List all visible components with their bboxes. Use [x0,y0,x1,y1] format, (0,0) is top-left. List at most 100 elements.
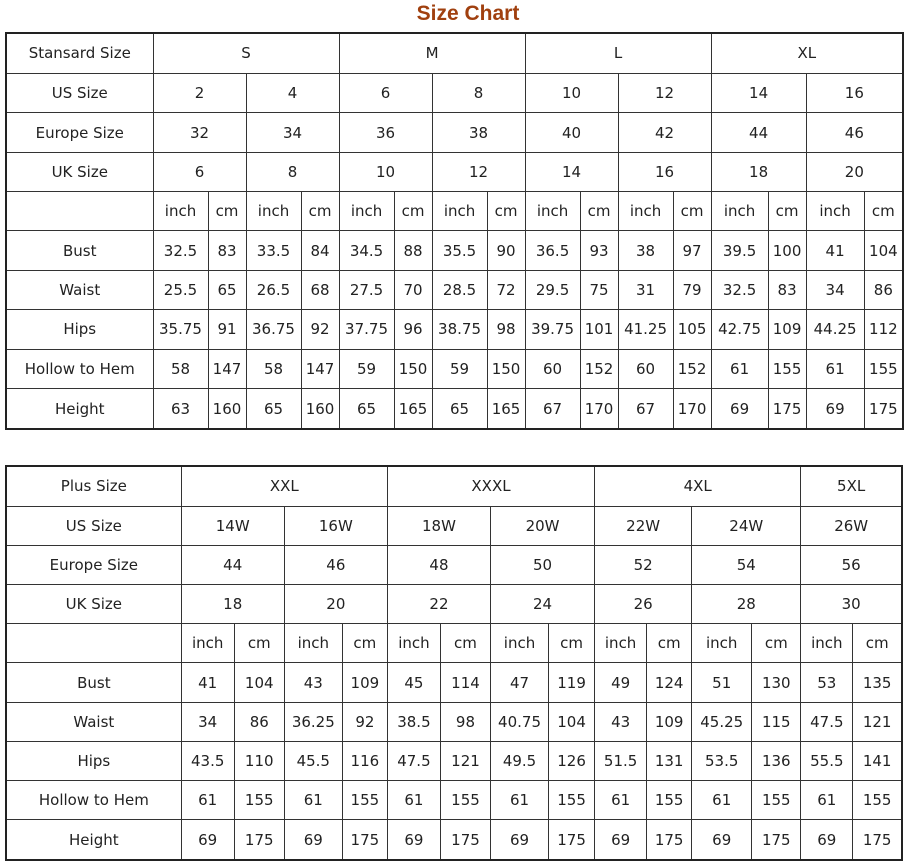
size-value: 24 [489,584,596,625]
row-label: Waist [5,269,154,311]
measurement-value: 69 [800,819,854,861]
unit-cm: cm [672,191,712,232]
measurement-value: 28.5 [431,269,488,311]
measurement-value: 115 [751,701,802,742]
size-value: 42 [617,112,712,153]
measurement-value: 32.5 [152,230,209,271]
size-value: 54 [691,544,802,586]
size-group-xxxl: XXXL [386,465,596,507]
size-value: 52 [594,544,693,586]
size-value: 18 [710,151,807,193]
measurement-value: 152 [579,348,619,390]
size-value: 38 [431,112,526,153]
measurement-value: 61 [710,348,769,390]
measurement-value: 39.5 [710,230,769,271]
size-value: 14 [710,72,807,114]
measurement-value: 75 [579,269,619,311]
measurement-value: 37.75 [338,309,395,350]
size-group-xxl: XXL [180,465,388,507]
row-label: US Size [5,72,154,114]
measurement-value: 92 [341,701,388,742]
measurement-value: 67 [524,388,581,430]
size-value: 12 [431,151,526,193]
size-value: 40 [524,112,619,153]
blank-cell [5,623,182,664]
measurement-value: 175 [751,819,802,861]
measurement-value: 97 [672,230,712,271]
measurement-value: 93 [579,230,619,271]
measurement-value: 65 [245,388,302,430]
measurement-value: 43 [594,701,648,742]
measurement-value: 141 [852,740,903,782]
measurement-value: 70 [393,269,433,311]
unit-row: inch cm inch cm inch cm inch cm inch cm inch cm inch… [5,191,904,232]
measurement-value: 45 [386,662,441,703]
measurement-value: 36.5 [524,230,581,271]
measurement-value: 61 [386,780,441,821]
unit-inch: inch [180,623,235,664]
size-value: 10 [524,72,619,114]
measurement-value: 155 [548,780,596,821]
unit-inch: inch [245,191,302,232]
measurement-value: 58 [245,348,302,390]
unit-inch: inch [524,191,581,232]
measurement-value: 35.75 [152,309,209,350]
size-value: 16 [617,151,712,193]
measurement-value: 155 [646,780,693,821]
measurement-value: 61 [805,348,865,390]
unit-cm: cm [852,623,903,664]
measurement-value: 155 [751,780,802,821]
measurement-value: 51.5 [594,740,648,782]
unit-cm: cm [646,623,693,664]
blank-cell [5,191,154,232]
size-value: 18W [386,505,492,546]
measurement-value: 55.5 [800,740,854,782]
row-label: Hollow to Hem [5,348,154,390]
measurement-value: 175 [548,819,596,861]
measurement-value: 84 [300,230,340,271]
measurement-value: 25.5 [152,269,209,311]
measurement-value: 155 [863,348,904,390]
size-value: 56 [800,544,903,586]
measurement-value: 69 [594,819,648,861]
size-value: 50 [489,544,596,586]
unit-inch: inch [594,623,648,664]
measurement-value: 124 [646,662,693,703]
size-value: 44 [710,112,807,153]
unit-inch: inch [617,191,674,232]
measurement-row: Hollow to Hem 58 147 58 147 59 150 59 150 60 152 60… [5,348,904,390]
size-group-5xl: 5XL [800,465,903,507]
row-label: Hips [5,740,182,782]
measurement-value: 105 [672,309,712,350]
row-label: Hollow to Hem [5,780,182,821]
measurement-row: Bust 41 104 43 109 45 114 47 119 49 124 51 130 53 135 [5,662,903,703]
size-value: 8 [245,151,340,193]
measurement-value: 53.5 [691,740,753,782]
measurement-value: 61 [594,780,648,821]
measurement-value: 90 [486,230,526,271]
measurement-value: 104 [863,230,904,271]
measurement-value: 72 [486,269,526,311]
measurement-value: 34 [180,701,235,742]
measurement-value: 40.75 [489,701,550,742]
measurement-value: 69 [710,388,769,430]
measurement-value: 36.25 [283,701,343,742]
unit-inch: inch [800,623,854,664]
measurement-value: 86 [863,269,904,311]
unit-inch: inch [386,623,441,664]
size-value: 20 [283,584,388,625]
measurement-value: 88 [393,230,433,271]
size-value: 10 [338,151,433,193]
measurement-row: Hips 43.5 110 45.5 116 47.5 121 49.5 126 51.5 131 5… [5,740,903,782]
measurement-value: 39.75 [524,309,581,350]
size-row: US Size 2 4 6 8 10 12 14 16 [5,72,904,114]
measurement-value: 165 [486,388,526,430]
unit-row: inch cm inch cm inch cm inch cm inch cm inch cm inch… [5,623,903,664]
size-row: Europe Size 44 46 48 50 52 54 56 [5,544,903,586]
measurement-value: 65 [431,388,488,430]
row-label: Hips [5,309,154,350]
header-label: Stansard Size [5,32,154,74]
size-value: 26W [800,505,903,546]
measurement-value: 38.5 [386,701,441,742]
header-label: Plus Size [5,465,182,507]
